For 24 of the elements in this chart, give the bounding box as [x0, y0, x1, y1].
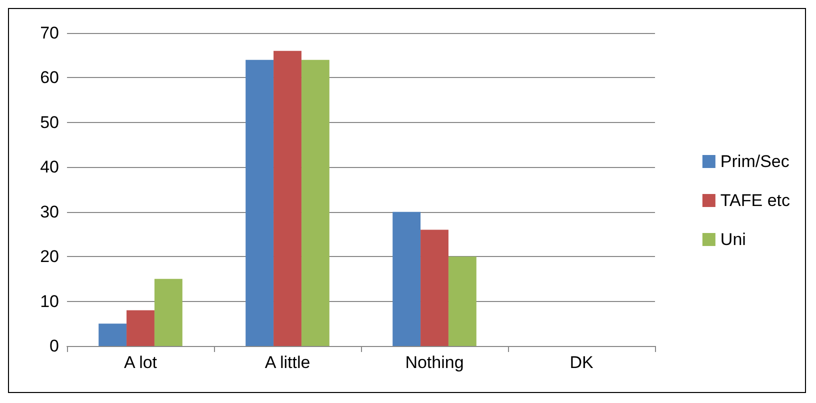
- bar: [301, 60, 330, 346]
- y-tick-label: 20: [40, 247, 59, 266]
- bar: [392, 212, 421, 346]
- x-tick-label: A little: [264, 353, 310, 372]
- legend-label: TAFE etc: [720, 191, 790, 210]
- x-tick-label: Nothing: [405, 353, 464, 372]
- x-tick-label: A lot: [124, 353, 158, 372]
- legend-label: Uni: [720, 230, 746, 249]
- legend-label: Prim/Sec: [720, 152, 790, 171]
- bar: [246, 60, 274, 346]
- bar: [154, 278, 182, 346]
- y-tick-label: 10: [40, 292, 59, 311]
- y-tick-label: 30: [40, 202, 59, 222]
- bar: [126, 310, 154, 346]
- y-tick-label: 60: [40, 68, 59, 88]
- y-tick-label: 50: [40, 112, 59, 132]
- bar: [448, 256, 476, 346]
- y-tick-label: 0: [50, 336, 59, 356]
- y-tick-label: 70: [40, 24, 59, 42]
- bar: [420, 230, 448, 346]
- bar: [98, 324, 127, 346]
- x-tick-label: DK: [570, 353, 594, 372]
- bar: [274, 50, 302, 346]
- y-tick-label: 40: [40, 158, 59, 177]
